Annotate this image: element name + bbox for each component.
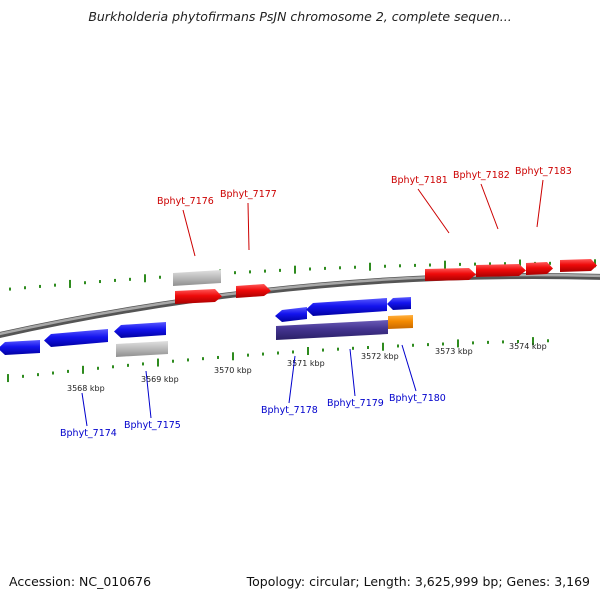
scale-tick-label: 3573 kbp <box>435 347 473 356</box>
leader-bphyt-7178 <box>288 355 296 404</box>
leader-bphyt-7183 <box>536 179 544 228</box>
gene-bphyt-7174-arrow[interactable] <box>44 329 108 347</box>
lower-scale-ticks <box>7 337 549 383</box>
scale-tick-label: 3568 kbp <box>67 384 105 393</box>
gene-bphyt-7176-pseudo-bar[interactable] <box>173 270 221 286</box>
scale-tick-label: 3574 kbp <box>509 342 547 351</box>
gene-label-bphyt-7175[interactable]: Bphyt_7175 <box>124 420 181 431</box>
gene-bphyt-7183-arrow[interactable] <box>526 262 553 275</box>
gene-label-bphyt-7183[interactable]: Bphyt_7183 <box>515 166 572 177</box>
gene-labels: Bphyt_7176 Bphyt_7177 Bphyt_7181 Bphyt_7… <box>60 166 572 439</box>
gene-label-bphyt-7182[interactable]: Bphyt_7182 <box>453 170 510 181</box>
genome-summary-text: Topology: circular; Length: 3,625,999 bp… <box>246 574 590 589</box>
gene-features <box>0 259 597 357</box>
leader-bphyt-7179 <box>349 348 356 397</box>
gene-bphyt-7182-arrow[interactable] <box>476 264 526 277</box>
scale-tick-label: 3569 kbp <box>141 375 179 384</box>
gene-label-bphyt-7181[interactable]: Bphyt_7181 <box>391 175 448 186</box>
leader-bphyt-7176 <box>182 209 196 257</box>
map-title: Burkholderia phytofirmans PsJN chromosom… <box>88 9 512 24</box>
gene-label-bphyt-7178[interactable]: Bphyt_7178 <box>261 405 318 416</box>
gene-label-bphyt-7179[interactable]: Bphyt_7179 <box>327 398 384 409</box>
leader-bphyt-7181 <box>417 188 450 234</box>
gene-label-leaders <box>81 179 544 427</box>
gene-bphyt-7179-arrow[interactable] <box>306 298 387 316</box>
gene-bphyt-7180-highlight-bar[interactable] <box>388 315 413 329</box>
leader-bphyt-7180 <box>401 344 417 392</box>
leader-bphyt-7175 <box>145 370 152 419</box>
scale-tick-label: 3571 kbp <box>287 359 325 368</box>
gene-bphyt-7178-arrow[interactable] <box>275 307 307 322</box>
gene-bphyt-7177-arrow[interactable] <box>236 284 271 298</box>
gene-label-bphyt-7176[interactable]: Bphyt_7176 <box>157 196 214 207</box>
gene-bphyt-7176-arrow[interactable] <box>175 289 222 304</box>
gene-label-bphyt-7174[interactable]: Bphyt_7174 <box>60 428 117 439</box>
gene-next-forward-arrow[interactable] <box>560 259 597 272</box>
gene-selected-region-bar[interactable] <box>276 320 388 340</box>
gene-label-bphyt-7177[interactable]: Bphyt_7177 <box>220 189 277 200</box>
gene-prev-reverse-arrow[interactable] <box>0 340 40 355</box>
leader-bphyt-7177 <box>247 202 250 251</box>
scale-tick-label: 3572 kbp <box>361 352 399 361</box>
gene-label-bphyt-7180[interactable]: Bphyt_7180 <box>389 393 446 404</box>
gene-bphyt-7181-arrow[interactable] <box>425 268 476 281</box>
accession-text: Accession: NC_010676 <box>9 574 152 589</box>
leader-bphyt-7182 <box>480 183 499 230</box>
gene-bphyt-7180-arrow[interactable] <box>387 297 411 310</box>
leader-bphyt-7174 <box>81 392 88 427</box>
scale-tick-label: 3570 kbp <box>214 366 252 375</box>
gene-bphyt-7175-arrow[interactable] <box>114 322 166 338</box>
gene-bphyt-7175-pseudo-bar[interactable] <box>116 341 168 357</box>
scale-labels: 3568 kbp 3569 kbp 3570 kbp 3571 kbp 3572… <box>67 342 547 393</box>
